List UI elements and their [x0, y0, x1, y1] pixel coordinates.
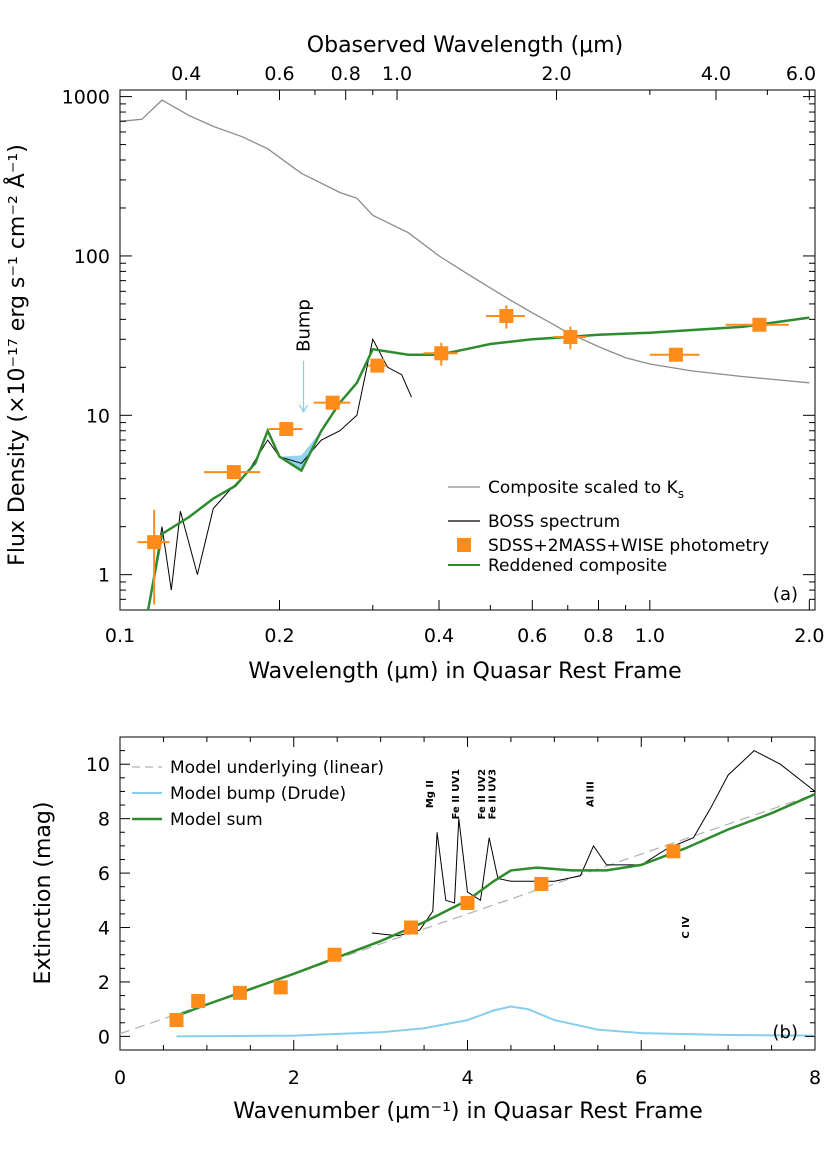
- x-tick-label: 0.1: [105, 625, 135, 647]
- extinction-photometry-marker: [534, 876, 549, 891]
- x-tick-label: 2.0: [794, 625, 824, 647]
- panel-a: Bump 0.1 0.2 0.4 0.6 0.8 1.0 2.0 0.4 0.6 0.8 1.0 2.…: [3, 33, 824, 684]
- emission-line-label: C IV: [681, 916, 692, 939]
- bump-arrow-head: [298, 404, 309, 414]
- series-extinction-spectrum-line: [371, 749, 816, 937]
- series-model-underlying-line: [119, 793, 816, 1035]
- x-tick-label: 2: [288, 1067, 300, 1089]
- legend-reddened-label: Reddened composite: [488, 556, 667, 576]
- emission-line-label: Al III: [585, 781, 596, 807]
- panel-a-frame: [119, 89, 816, 611]
- y-tick-label: 2: [98, 972, 110, 994]
- emission-line-label: Fe II UV1: [451, 769, 462, 819]
- extinction-photometry-marker: [232, 985, 247, 1000]
- emission-line-label: Fe II UV2: [477, 769, 488, 819]
- panel-a-y-axis-title: Flux Density (×10⁻¹⁷ erg s⁻¹ cm⁻² Å⁻¹): [3, 144, 30, 566]
- photometry-marker: [563, 329, 578, 344]
- photometry-marker: [668, 347, 683, 362]
- bump-annotation: Bump: [294, 299, 315, 352]
- photometry-marker: [752, 317, 767, 332]
- panel-b-label: (b): [773, 1022, 798, 1043]
- photometry-marker: [370, 358, 385, 373]
- photometry-point: [313, 395, 351, 410]
- legend-boss-label: BOSS spectrum: [488, 512, 620, 532]
- photometry-marker: [279, 422, 294, 437]
- y-tick-label: 1000: [62, 87, 110, 109]
- x-tick-label: 0.6: [517, 625, 547, 647]
- y-tick-label: 6: [98, 863, 110, 885]
- panel-b-series: Mg II Fe II UV1 Fe II UV2 Fe II UV3 Al III C …: [119, 749, 816, 1038]
- panel-a-axes: 0.1 0.2 0.4 0.6 0.8 1.0 2.0 0.4 0.6 0.8 1.0 2.0 4.0 6…: [62, 63, 825, 647]
- y-tick-label: 10: [86, 754, 110, 776]
- extinction-photometry-marker: [169, 1013, 184, 1028]
- photometry-point: [486, 305, 525, 329]
- panel-b-axes: 0 2 4 6 8 0 2 4 6 8 10: [86, 736, 821, 1089]
- photometry-point: [423, 342, 458, 366]
- panel-a-label: (a): [773, 584, 798, 605]
- x-tick-label: 0.8: [583, 625, 613, 647]
- x-tick-label: 0: [114, 1067, 126, 1089]
- y-tick-label: 0: [98, 1026, 110, 1048]
- x-tick-label: 4: [461, 1067, 473, 1089]
- photometry-marker: [499, 308, 514, 323]
- photometry-point: [553, 326, 587, 350]
- series-reddened-composite-line: [146, 316, 810, 611]
- legend-photometry-label: SDSS+2MASS+WISE photometry: [488, 536, 769, 556]
- photometry-marker: [147, 535, 162, 550]
- series-model-bump-line: [176, 1005, 816, 1038]
- panel-b: Mg II Fe II UV1 Fe II UV2 Fe II UV3 Al III C …: [31, 736, 821, 1124]
- x-tick-label: 6: [635, 1067, 647, 1089]
- top-tick-label: 4.0: [701, 63, 731, 85]
- photometry-marker: [325, 395, 340, 410]
- panel-a-series: Bump: [119, 99, 810, 611]
- panel-a-x-axis-title: Wavelength (μm) in Quasar Rest Frame: [248, 659, 681, 684]
- legend-photometry-swatch: [457, 538, 471, 552]
- legend-bump-label: Model bump (Drude): [170, 784, 346, 804]
- x-tick-label: 0.2: [264, 625, 294, 647]
- photometry-point: [268, 422, 303, 437]
- emission-line-label: Mg II: [425, 780, 436, 808]
- photometry-point: [368, 358, 387, 373]
- x-tick-label: 8: [809, 1067, 821, 1089]
- top-tick-label: 0.4: [171, 63, 201, 85]
- extinction-photometry-marker: [666, 844, 681, 859]
- y-tick-label: 4: [98, 918, 110, 940]
- series-composite-line: [119, 99, 810, 384]
- top-tick-label: 6.0: [786, 63, 816, 85]
- top-tick-label: 1.0: [382, 63, 412, 85]
- panel-b-legend: Model underlying (linear) Model bump (Dru…: [132, 758, 384, 830]
- extinction-photometry-marker: [327, 947, 342, 962]
- series-boss-spectrum-line: [147, 337, 412, 611]
- photometry-point: [649, 347, 700, 362]
- photometry-point: [203, 465, 261, 480]
- extinction-photometry-marker: [460, 896, 475, 911]
- extinction-photometry-marker: [191, 994, 206, 1009]
- top-tick-label: 0.6: [264, 63, 294, 85]
- panel-b-x-axis-title: Wavenumber (μm⁻¹) in Quasar Rest Frame: [233, 1099, 703, 1124]
- photometry-marker: [226, 465, 241, 480]
- top-tick-label: 0.8: [331, 63, 361, 85]
- extinction-photometry-marker: [273, 980, 288, 995]
- x-tick-label: 1.0: [635, 625, 665, 647]
- photometry-point: [725, 317, 789, 332]
- panel-b-y-axis-title: Extinction (mag): [31, 802, 56, 985]
- x-tick-label: 0.4: [424, 625, 454, 647]
- legend-underlying-label: Model underlying (linear): [170, 758, 384, 778]
- emission-line-label: Fe II UV3: [487, 769, 498, 819]
- top-tick-label: 2.0: [541, 63, 571, 85]
- y-tick-label: 8: [98, 809, 110, 831]
- legend-sum-label: Model sum: [170, 810, 263, 830]
- legend-composite-subscript: s: [678, 487, 684, 501]
- photometry-marker: [434, 346, 449, 361]
- legend-composite-label: Composite scaled to Ks: [488, 478, 684, 501]
- y-tick-label: 10: [86, 405, 110, 427]
- panel-a-top-axis-title: Obaserved Wavelength (μm): [307, 33, 623, 58]
- photometry-point: [137, 509, 170, 605]
- y-tick-label: 1: [98, 565, 110, 587]
- panel-a-legend: Composite scaled to Ks BOSS spectrum SDSS+…: [448, 478, 769, 576]
- extinction-photometry-marker: [404, 920, 419, 935]
- y-tick-label: 100: [74, 246, 110, 268]
